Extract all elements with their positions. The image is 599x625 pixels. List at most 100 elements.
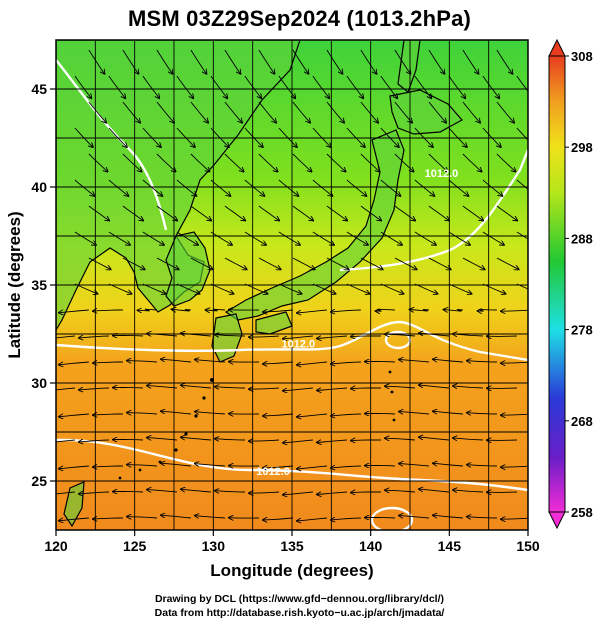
streamline: [142, 179, 163, 196]
streamline: [380, 75, 397, 98]
streamline: [312, 75, 329, 98]
streamline: [317, 492, 347, 495]
streamline: [258, 205, 279, 221]
isobar-label: 1012.0: [281, 339, 315, 351]
streamline: [531, 206, 551, 221]
credits: Drawing by DCL (https://www.gfd−dennou.o…: [0, 592, 599, 620]
streamline: [215, 439, 245, 440]
colorbar-tick-label: 298: [571, 140, 593, 155]
streamline: [215, 335, 245, 336]
streamline: [297, 413, 327, 417]
streamline: [399, 360, 429, 363]
streamline: [453, 386, 483, 388]
streamline: [93, 310, 123, 311]
x-tick-label: 120: [44, 538, 68, 554]
streamline: [501, 362, 528, 363]
streamline: [331, 414, 361, 416]
streamline: [249, 440, 279, 441]
y-tick-label: 35: [31, 277, 47, 293]
streamline: [59, 413, 89, 417]
streamline: [88, 257, 111, 269]
colorbar-tick-label: 258: [571, 505, 593, 520]
streamline: [516, 75, 528, 92]
streamline: [113, 336, 143, 337]
streamline: [346, 283, 370, 294]
streamline: [122, 101, 140, 123]
streamline: [122, 49, 139, 74]
streamline: [156, 49, 173, 74]
streamline: [127, 413, 157, 414]
streamline: [127, 517, 157, 518]
streamline: [195, 412, 225, 414]
streamline: [351, 492, 381, 493]
x-axis-label: Longitude (degrees): [210, 561, 373, 580]
streamline: [263, 310, 293, 312]
streamline: [56, 491, 75, 495]
streamline: [414, 231, 436, 245]
streamline: [176, 75, 193, 98]
streamline: [380, 231, 402, 245]
streamline: [263, 414, 293, 416]
streamline: [376, 310, 395, 312]
streamline: [142, 283, 166, 294]
streamline: [181, 437, 211, 441]
streamline: [317, 388, 347, 391]
streamline: [326, 257, 349, 269]
streamline: [419, 333, 449, 337]
streamline: [79, 492, 109, 494]
streamline: [317, 440, 347, 443]
streamline: [156, 101, 174, 123]
streamline: [59, 309, 89, 313]
streamline: [278, 283, 302, 294]
y-tick-label: 45: [31, 81, 47, 97]
streamline: [410, 309, 429, 311]
streamline: [161, 463, 191, 467]
streamline: [346, 75, 363, 98]
streamline: [482, 283, 506, 294]
streamline: [297, 517, 327, 521]
streamline: [501, 466, 528, 467]
streamline: [292, 153, 312, 172]
streamline: [496, 49, 513, 74]
wind-streamlines: [56, 49, 551, 521]
x-tick-label: 130: [202, 538, 226, 554]
streamline: [79, 388, 109, 390]
streamline: [360, 257, 383, 269]
streamline: [127, 465, 157, 466]
colorbar-max-arrow: [548, 38, 566, 57]
streamline: [501, 518, 528, 519]
streamline: [224, 257, 247, 269]
streamline: [59, 361, 89, 365]
streamline: [433, 515, 463, 519]
streamline: [467, 465, 497, 466]
streamline: [448, 231, 470, 245]
streamline: [176, 231, 198, 245]
streamline: [244, 231, 266, 245]
streamline: [210, 283, 234, 294]
streamline: [113, 492, 143, 493]
y-tick-label: 25: [31, 473, 47, 489]
streamline: [297, 465, 327, 469]
streamline: [496, 101, 514, 123]
streamline: [297, 361, 327, 365]
streamline: [176, 179, 197, 196]
streamline: [108, 179, 128, 196]
streamline: [414, 179, 435, 196]
streamline: [122, 205, 143, 221]
streamline: [462, 205, 483, 221]
streamline: [56, 439, 75, 443]
y-axis-label: Latitude (degrees): [5, 211, 24, 358]
streamline: [331, 310, 361, 312]
streamline: [394, 257, 417, 269]
streamline: [74, 231, 96, 245]
streamline: [258, 257, 281, 269]
streamline: [176, 283, 200, 294]
streamline: [433, 463, 463, 467]
streamline: [147, 490, 177, 492]
streamline: [448, 75, 465, 98]
streamline: [190, 49, 207, 74]
streamline: [326, 101, 344, 123]
streamline: [147, 438, 177, 440]
streamline: [482, 231, 504, 245]
streamline: [206, 309, 225, 311]
